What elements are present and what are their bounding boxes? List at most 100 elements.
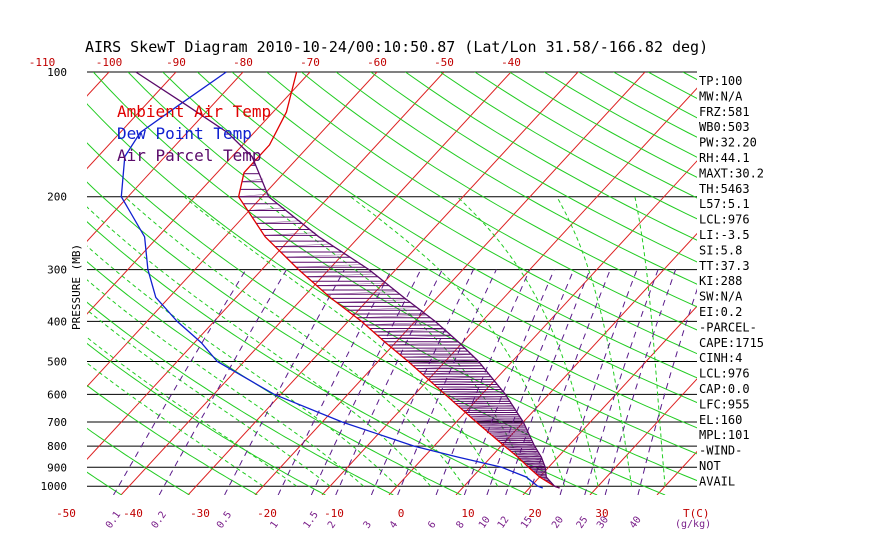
dry-adiabat-line [301,72,697,308]
bottom-temp-tick-label: -10 [324,507,344,520]
cape-hatch-diag [395,348,465,352]
moist-adiabat-line [456,196,599,487]
profile-series [120,71,560,489]
cape-hatch-diag [455,400,509,404]
dry-adiabat-line [752,72,870,495]
cape-hatch-diag [493,433,528,438]
cape-hatch-diag [479,422,522,426]
mixing-ratio-tick: 2 [326,519,338,530]
mixing-ratio-tick: 8 [454,519,466,530]
cape-hatch-diag [306,273,375,277]
cape-hatch-diag [536,471,544,475]
pressure-tick-label: 300 [47,264,67,277]
cape-hatch-diag [285,254,348,258]
mixing-ratio-tick: 6 [426,519,438,530]
mixing-ratio-tick: 0.1 [104,510,123,531]
dewpoint-series-line [120,71,544,489]
legend-ambient: Ambient Air Temp [117,102,271,121]
cape-hatch-diag [326,291,397,295]
cape-hatch-diag [373,328,444,333]
mixing-ratio-tick: 4 [388,519,400,530]
stat-line: MPL:101 [699,428,750,442]
mixing-ratio-tick: 0.2 [150,510,169,531]
cape-hatch-diag [380,335,452,339]
dry-adiabat-line [162,72,697,404]
stat-line: L57:5.1 [699,197,750,211]
dry-adiabat-line [335,72,697,285]
pressure-tick-label: 600 [47,388,67,401]
dry-adiabat-line [87,301,394,495]
stat-line: CAPE:1715 [699,336,764,350]
stat-line: MW:N/A [699,89,743,103]
cape-hatch-diag [450,396,506,400]
cape-hatch-diag [484,426,524,430]
stat-line: SW:N/A [699,290,743,304]
isotherm-line [455,232,697,495]
mixing-ratio-line [397,269,497,495]
stat-line: RH:44.1 [699,151,750,165]
mixing-ratio-tick: 25 [575,515,591,531]
dry-adiabat-line [474,72,697,199]
bottom-temp-tick-label: 30 [595,507,608,520]
pressure-tick-label: 200 [47,191,67,204]
cape-hatch [238,164,554,486]
isotherm-line [656,450,697,495]
mixing-ratio-line [463,269,555,495]
bottom-temp-tick-label: -40 [123,507,143,520]
moist-adiabat-line [87,279,364,487]
isotherm-line [120,72,512,495]
mixing-ratio-line [584,269,659,495]
isotherm-line [87,72,378,388]
moist-adiabat-line [87,362,264,487]
isotherm-line [87,72,445,460]
pressure-tick-label: 100 [47,66,67,79]
top-temp-tick-label: -60 [367,56,387,69]
isotherm-line [791,72,870,495]
stat-line: KI:288 [699,274,742,288]
legend-dewpoint: Dew Point Temp [117,124,252,143]
mixing-ratio-tick: 3 [362,519,374,530]
y-axis-label: PRESSURE (MB) [70,244,83,330]
cape-hatch-diag [422,371,486,375]
isotherm-line [589,378,697,495]
mixing-ratio-tick: 1.5 [302,510,321,531]
cape-hatch-diag [444,391,503,395]
cape-hatch-diag [540,474,544,478]
mixing-ratio-tick: 12 [496,515,512,531]
pressure-tick-label: 1000 [41,480,68,493]
mixing-ratio-line [528,269,611,495]
moist-adiabat-line [350,196,566,487]
mixing-ratio-tick: 10 [477,515,493,531]
moist-adiabat-line [87,206,431,487]
cape-hatch-diag [460,405,512,409]
stat-line: TT:37.3 [699,259,750,273]
dry-adiabat-line [87,181,598,495]
cape-hatch-diag [475,418,520,422]
cape-hatch-diag [316,282,387,286]
cape-hatch-diag [519,455,539,459]
mixing-ratio-line [277,269,393,495]
dry-adiabat-line [92,72,697,455]
stat-line: -WIND- [699,444,742,458]
mixing-ratio-tick: 0.5 [215,510,234,531]
moist-adiabat-line [87,336,297,487]
stat-line: WB0:503 [699,120,750,134]
top-temp-tick-label: -40 [501,56,521,69]
isotherm-line [87,72,311,315]
x-axis-label: T(C) [683,507,710,520]
isotherm-line [254,72,646,495]
mixing-ratio-tick: 40 [628,515,644,531]
cape-hatch-diag [510,448,535,452]
stat-line: LI:-3.5 [699,228,750,242]
pressure-tick-label: 400 [47,315,67,328]
cape-hatch-diag [506,444,533,449]
moist-adiabat-line [257,196,532,487]
cape-hatch-diag [402,354,471,358]
dry-adiabat-line [370,72,697,263]
stat-line: TH:5463 [699,182,750,196]
bottom-temp-tick-label: -30 [190,507,210,520]
top-temp-tick-label: -110 [29,56,56,69]
stat-line: TP:100 [699,74,742,88]
dry-adiabat-line [509,72,697,178]
